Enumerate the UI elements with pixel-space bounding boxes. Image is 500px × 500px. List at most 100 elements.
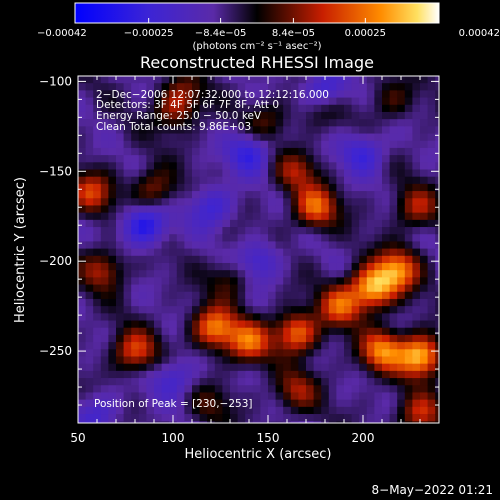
heatmap-cell <box>245 363 254 372</box>
heatmap-cell <box>78 169 87 178</box>
heatmap-cell <box>169 183 178 192</box>
heatmap-cell <box>207 111 216 120</box>
heatmap-cell <box>268 176 277 185</box>
heatmap-cell <box>252 219 261 228</box>
heatmap-cell <box>389 241 398 250</box>
heatmap-cell <box>131 262 140 271</box>
heatmap-cell <box>366 298 375 307</box>
heatmap-cell <box>260 133 269 142</box>
heatmap-cell <box>116 392 125 401</box>
heatmap-cell <box>207 291 216 300</box>
heatmap-cell <box>154 133 163 142</box>
heatmap-cell <box>169 378 178 386</box>
heatmap-cell <box>321 320 330 329</box>
heatmap-cell <box>283 327 292 336</box>
heatmap-cell <box>313 191 322 199</box>
heatmap-cell <box>245 140 254 149</box>
heatmap-cell <box>176 97 185 106</box>
heatmap-cell <box>78 212 87 221</box>
heatmap-cell <box>116 205 125 214</box>
heatmap-cell <box>359 97 368 106</box>
heatmap-cell <box>199 241 208 250</box>
heatmap-cell <box>184 406 193 415</box>
heatmap-cell <box>397 378 406 386</box>
heatmap-cell <box>374 320 383 329</box>
heatmap-cell <box>230 356 239 365</box>
heatmap-cell <box>351 392 360 401</box>
heatmap-cell <box>131 234 140 243</box>
heatmap-cell <box>131 198 140 207</box>
heatmap-cell <box>290 162 299 171</box>
heatmap-cell <box>351 133 360 142</box>
heatmap-cell <box>237 83 246 91</box>
heatmap-cell <box>412 370 421 379</box>
heatmap-cell <box>374 421 383 423</box>
heatmap-cell <box>207 212 216 221</box>
heatmap-cell <box>290 284 299 293</box>
heatmap-cell <box>321 241 330 250</box>
heatmap-cell <box>78 248 87 257</box>
heatmap-cell <box>214 176 223 185</box>
heatmap-cell <box>283 334 292 343</box>
heatmap-cell <box>222 241 231 250</box>
heatmap-cell <box>138 385 147 394</box>
heatmap-cell <box>366 421 375 423</box>
heatmap-cell <box>389 291 398 300</box>
heatmap-cell <box>268 327 277 336</box>
heatmap-cell <box>138 191 147 199</box>
heatmap-cell <box>290 385 299 394</box>
heatmap-cell <box>336 334 345 343</box>
heatmap-cell <box>268 392 277 401</box>
heatmap-cell <box>146 183 155 192</box>
heatmap-cell <box>389 349 398 358</box>
heatmap-cell <box>169 349 178 358</box>
heatmap-cell <box>131 90 140 99</box>
heatmap-cell <box>397 147 406 156</box>
heatmap-cell <box>199 76 208 84</box>
heatmap-cell <box>192 119 201 127</box>
heatmap-cell <box>214 241 223 250</box>
heatmap-cell <box>214 183 223 192</box>
heatmap-cell <box>397 155 406 163</box>
heatmap-cell <box>245 83 254 91</box>
heatmap-cell <box>161 421 170 423</box>
heatmap-cell <box>389 342 398 350</box>
heatmap-cell <box>131 162 140 171</box>
heatmap-cell <box>245 147 254 156</box>
heatmap-cell <box>184 370 193 379</box>
heatmap-cell <box>351 406 360 415</box>
heatmap-cell <box>306 421 315 423</box>
heatmap-cell <box>351 349 360 358</box>
heatmap-cell <box>230 291 239 300</box>
heatmap-cell <box>275 198 284 207</box>
heatmap-cell <box>420 334 429 343</box>
heatmap-cell <box>207 356 216 365</box>
heatmap-cell <box>336 111 345 120</box>
y-tick-label: −200 <box>39 254 72 268</box>
heatmap-cell <box>161 212 170 221</box>
heatmap-cell <box>245 277 254 286</box>
heatmap-cell <box>146 133 155 142</box>
heatmap-cell <box>359 147 368 156</box>
heatmap-cell <box>344 248 353 257</box>
heatmap-cell <box>214 342 223 350</box>
heatmap-cell <box>237 183 246 192</box>
heatmap-cell <box>404 212 413 221</box>
heatmap-cell <box>207 320 216 329</box>
heatmap-cell <box>351 270 360 278</box>
heatmap-cell <box>366 414 375 422</box>
heatmap-cell <box>192 349 201 358</box>
heatmap-cell <box>268 76 277 84</box>
heatmap-cell <box>260 262 269 271</box>
heatmap-cell <box>397 234 406 243</box>
heatmap-cell <box>321 191 330 199</box>
heatmap-cell <box>321 327 330 336</box>
heatmap-cell <box>351 147 360 156</box>
heatmap-cell <box>100 248 109 257</box>
heatmap-cell <box>290 83 299 91</box>
heatmap-cell <box>336 219 345 228</box>
heatmap-cell <box>138 76 147 84</box>
heatmap-cell <box>245 370 254 379</box>
heatmap-cell <box>199 147 208 156</box>
